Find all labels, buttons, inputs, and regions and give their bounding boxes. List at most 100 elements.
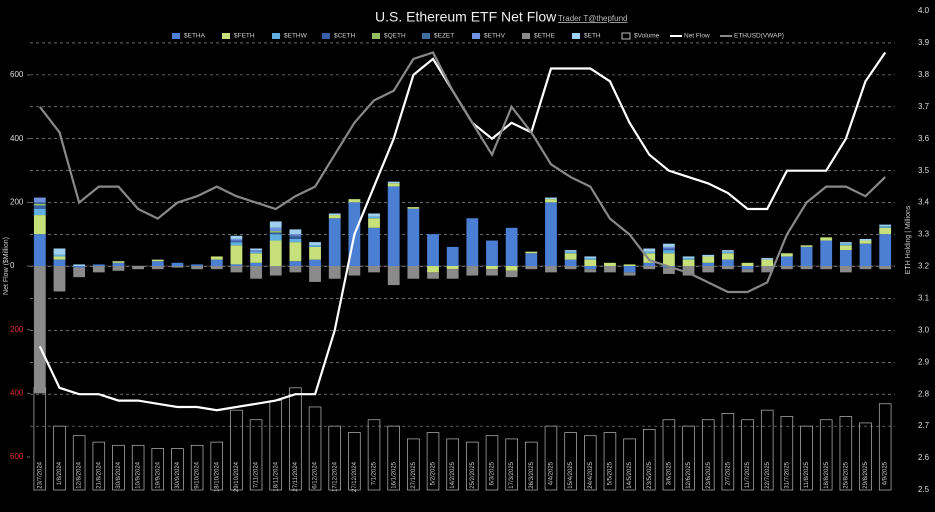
flow-bar (73, 266, 86, 268)
volume-bar (367, 419, 381, 491)
x-tick-label: 6/12/2024 (313, 461, 319, 488)
flow-bar (505, 227, 518, 266)
flow-bar (210, 259, 223, 266)
y-axis-label: Net Flow ($Million) (3, 237, 10, 295)
flow-bar (250, 250, 262, 252)
flow-bar (859, 240, 872, 244)
flow-bar (112, 266, 125, 271)
y-tick-label: 600 (10, 70, 24, 79)
volume-bar (819, 419, 833, 491)
volume-bar (289, 387, 302, 491)
x-tick-label: 4/9/2025 (883, 461, 889, 485)
flow-bar (210, 266, 223, 270)
x-tick-label: 1/8/2024 (57, 461, 63, 485)
y2-axis-label: ETH Holding | Millions (905, 205, 912, 274)
flow-bar (623, 272, 636, 276)
flow-bar (387, 266, 400, 286)
flow-bar (210, 256, 223, 260)
x-tick-label: 25/8/2025 (843, 461, 849, 488)
flow-bar (879, 224, 892, 227)
flow-bar (289, 266, 302, 273)
flow-bar (73, 264, 86, 266)
flow-bar (427, 272, 439, 279)
flow-bar (446, 266, 459, 270)
flow-bar (839, 266, 852, 273)
flow-bar (269, 232, 282, 235)
x-tick-label: 19/9/2024 (155, 461, 161, 488)
volume-bar (839, 416, 853, 491)
volume-bar (741, 419, 754, 491)
flow-bar (230, 235, 243, 239)
flow-bar (368, 216, 380, 219)
flow-bar (623, 266, 636, 273)
y2-tick-label: 3.0 (918, 325, 930, 334)
flow-bar (33, 202, 46, 204)
flow-bar (800, 246, 813, 266)
volume-bar (72, 435, 86, 491)
flow-bar (112, 262, 125, 266)
x-tick-label: 15/4/2025 (568, 461, 574, 488)
flow-bar (387, 183, 400, 187)
volume-bar (92, 441, 106, 491)
volume-bar (308, 406, 322, 491)
x-tick-label: 14/2/2025 (450, 461, 456, 488)
flow-bar (92, 266, 105, 273)
y2-tick-label: 2.8 (918, 389, 930, 398)
flow-bar (722, 250, 734, 252)
volume-bar (878, 403, 892, 491)
flow-bar (230, 264, 243, 266)
legend-label: $ETHV (484, 33, 506, 40)
y-tick-label: 200 (10, 325, 24, 334)
flow-bar (33, 215, 46, 235)
flow-bar (289, 261, 302, 266)
x-tick-label: 11/7/2025 (745, 461, 751, 488)
flow-bar (564, 253, 577, 260)
x-tick-label: 27/1/2025 (411, 461, 417, 488)
flow-bar (584, 256, 597, 259)
flow-bar (466, 266, 479, 276)
flow-bar (564, 250, 577, 252)
volume-bar (643, 428, 656, 491)
y2-tick-label: 3.6 (918, 134, 930, 143)
flow-bar (427, 234, 439, 266)
flow-bar (682, 266, 695, 276)
volume-bar (721, 413, 735, 491)
legend-label: $CETH (334, 33, 356, 40)
x-tick-label: 18/11/2024 (273, 461, 279, 491)
y2-tick-label: 3.9 (918, 38, 930, 47)
flow-bar (348, 266, 361, 276)
flow-bar (564, 266, 577, 270)
flow-bar (309, 259, 321, 266)
volume-bar (564, 432, 577, 491)
flow-bar (584, 259, 597, 266)
x-tick-label: 27/12/2024 (352, 461, 358, 492)
volume-bar (505, 438, 518, 491)
legend-label: $FETH (234, 33, 255, 40)
legend-swatch (322, 33, 330, 39)
flow-bar (269, 230, 282, 233)
flow-bar (269, 240, 282, 266)
flow-bar (289, 235, 302, 238)
x-tick-label: 23/5/2025 (647, 461, 653, 488)
y2-tick-label: 3.3 (918, 230, 930, 239)
x-tick-label: 4/4/2025 (549, 461, 555, 485)
y-tick-label: 400 (10, 388, 24, 397)
x-tick-label: 12/6/2025 (686, 461, 692, 488)
volume-bar (210, 441, 224, 491)
volume-bar (525, 441, 538, 491)
flow-bar (682, 259, 695, 266)
volume-bar (249, 419, 263, 491)
x-tick-label: 12/8/2024 (77, 461, 83, 488)
legend-swatch (572, 33, 580, 39)
flow-bar (328, 218, 341, 266)
flow-bar (761, 258, 774, 260)
flow-bar (486, 269, 498, 276)
flow-bar (859, 243, 872, 266)
flow-bar (151, 261, 164, 266)
y2-tick-label: 3.5 (918, 166, 930, 175)
flow-bar (230, 238, 243, 241)
flow-bar (820, 240, 833, 266)
flow-bar (466, 218, 479, 266)
flow-bar (230, 245, 243, 265)
x-tick-label: 17/12/2024 (332, 461, 338, 492)
